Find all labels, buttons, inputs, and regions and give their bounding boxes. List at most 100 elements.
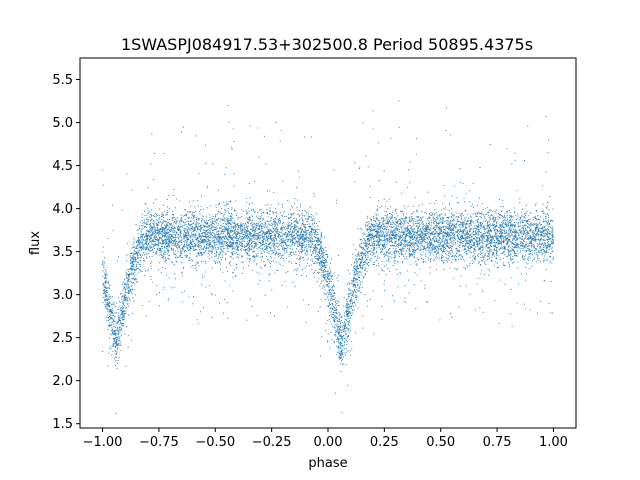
data-point	[179, 221, 181, 223]
data-point	[232, 244, 234, 246]
data-point	[343, 312, 346, 314]
data-point	[338, 352, 341, 354]
data-point	[414, 235, 416, 238]
data-point	[211, 237, 213, 239]
data-point	[341, 332, 343, 334]
data-point	[331, 313, 334, 316]
data-point	[202, 219, 204, 221]
chart-title: 1SWASPJ084917.53+302500.8 Period 50895.4…	[121, 35, 533, 54]
data-point	[283, 233, 285, 235]
data-point	[201, 284, 203, 286]
data-point	[488, 251, 490, 253]
data-point	[105, 272, 107, 274]
data-point	[383, 270, 385, 272]
data-point	[239, 233, 241, 235]
data-point	[236, 235, 238, 237]
data-point	[411, 251, 414, 253]
data-point	[350, 315, 353, 317]
data-point	[208, 251, 210, 253]
data-point	[523, 231, 525, 233]
data-point	[511, 238, 513, 240]
data-point	[454, 267, 456, 269]
data-point	[220, 212, 222, 214]
data-point	[384, 227, 386, 229]
data-point	[102, 251, 104, 253]
data-point	[397, 286, 399, 288]
data-point	[157, 223, 159, 225]
data-point	[385, 230, 387, 232]
data-point	[183, 222, 185, 224]
data-point	[475, 237, 478, 239]
data-point	[117, 338, 119, 340]
data-point	[139, 225, 141, 227]
data-points	[102, 100, 554, 414]
data-point	[448, 216, 450, 218]
data-point	[420, 234, 422, 236]
data-point	[365, 250, 367, 252]
data-point	[132, 253, 135, 255]
data-point	[368, 226, 370, 229]
data-point	[383, 237, 386, 239]
data-point	[350, 317, 352, 319]
data-point	[396, 269, 398, 271]
data-point	[130, 291, 132, 293]
data-point	[511, 221, 513, 223]
data-point	[289, 231, 291, 233]
data-point	[458, 213, 460, 215]
data-point	[137, 256, 139, 258]
data-point	[117, 347, 119, 349]
data-point	[331, 292, 333, 294]
data-point	[254, 226, 256, 228]
data-point	[219, 251, 221, 253]
data-point	[519, 202, 521, 204]
data-point	[513, 261, 515, 263]
data-point	[109, 313, 111, 315]
data-point	[399, 234, 401, 236]
data-point	[209, 230, 211, 232]
data-point	[389, 235, 391, 237]
data-point	[247, 217, 249, 219]
data-point	[197, 253, 199, 255]
data-point	[473, 230, 475, 232]
data-point	[259, 239, 261, 241]
data-point	[277, 224, 279, 226]
data-point	[344, 352, 346, 354]
data-point	[521, 233, 523, 235]
data-point	[167, 240, 169, 242]
data-point	[214, 255, 216, 257]
data-point	[377, 234, 379, 236]
data-point	[357, 290, 359, 292]
data-point	[125, 271, 127, 273]
data-point	[549, 260, 551, 262]
data-point	[196, 252, 198, 254]
data-point	[260, 228, 262, 230]
data-point	[437, 218, 439, 220]
data-point	[156, 227, 158, 229]
data-point	[446, 254, 448, 256]
data-point	[370, 258, 372, 260]
data-point	[536, 228, 538, 230]
data-point	[267, 258, 269, 261]
data-point	[262, 212, 264, 214]
data-point	[212, 249, 214, 251]
data-point	[141, 304, 143, 307]
data-point	[448, 203, 450, 205]
data-point	[384, 211, 386, 213]
data-point	[491, 252, 493, 254]
data-point	[231, 228, 233, 230]
data-point	[521, 214, 523, 216]
data-point	[353, 279, 355, 281]
data-point	[312, 224, 314, 226]
data-point	[121, 298, 123, 300]
data-point	[108, 316, 111, 318]
data-point	[184, 290, 186, 292]
data-point	[160, 214, 162, 216]
data-point	[476, 204, 478, 207]
data-point	[449, 246, 451, 248]
data-point	[266, 249, 268, 251]
data-point	[534, 252, 536, 254]
data-point	[150, 225, 152, 227]
data-point	[309, 244, 311, 246]
data-point	[221, 208, 223, 210]
data-point	[299, 204, 302, 206]
